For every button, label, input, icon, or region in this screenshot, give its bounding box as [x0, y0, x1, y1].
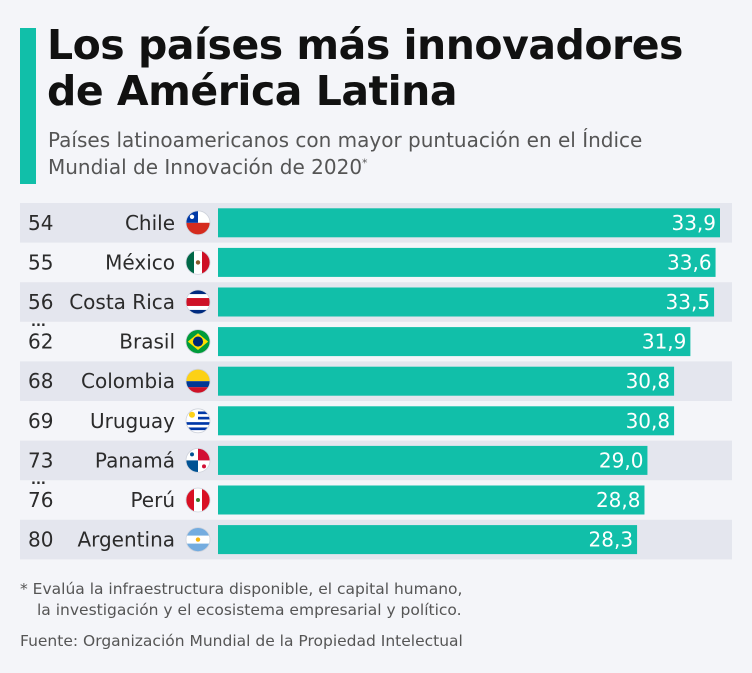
country-label: Argentina: [77, 528, 175, 552]
country-label: Colombia: [81, 369, 175, 393]
chart-subtitle: Países latinoamericanos con mayor puntua…: [48, 127, 708, 181]
argentina-flag-icon: [186, 527, 210, 552]
country-label: México: [105, 250, 175, 274]
rank-label: 73: [28, 448, 53, 472]
mexico-flag-icon: [186, 250, 210, 275]
rank-label: 68: [28, 369, 53, 393]
bar-value-label: 29,0: [599, 448, 644, 472]
bar-value-label: 33,9: [671, 211, 716, 235]
footnote-line-2: la investigación y el ecosistema empresa…: [37, 601, 462, 619]
country-label: Uruguay: [90, 409, 175, 433]
bar: [218, 247, 716, 277]
country-label: Panamá: [95, 448, 175, 472]
flag-outline: [185, 408, 211, 434]
peru-flag-icon: [186, 488, 210, 512]
rank-label: 69: [28, 409, 53, 433]
bar-value-label: 28,8: [596, 488, 641, 512]
rank-label: 54: [28, 211, 53, 235]
bar: [218, 525, 638, 555]
costa-rica-flag-icon: [186, 290, 210, 314]
bar-value-label: 30,8: [626, 369, 671, 393]
country-label: Chile: [125, 211, 175, 235]
chart-title: Los países más innovadores de América La…: [47, 21, 683, 115]
rank-label: 55: [28, 250, 53, 274]
bar: [218, 208, 720, 238]
bar-value-label: 28,3: [589, 528, 634, 552]
flag-outline: [185, 447, 211, 473]
bar-value-label: 33,5: [666, 290, 711, 314]
uruguay-flag-icon: [186, 408, 210, 433]
flag-outline: [185, 210, 211, 236]
bar: [218, 485, 645, 515]
bar: [218, 327, 691, 357]
bar: [218, 287, 715, 317]
accent-bar: [20, 28, 36, 184]
footnote-line-1: * Evalúa la infraestructura disponible, …: [20, 580, 463, 598]
footnote: * Evalúa la infraestructura disponible, …: [20, 579, 720, 621]
subtitle-text: Países latinoamericanos con mayor puntua…: [48, 128, 643, 179]
flag-outline: [185, 289, 211, 315]
source-note: Fuente: Organización Mundial de la Propi…: [20, 632, 463, 650]
flag-outline: [185, 527, 211, 553]
bar-value-label: 30,8: [626, 409, 671, 433]
rank-label: 80: [28, 528, 53, 552]
flag-outline: [185, 250, 211, 275]
panama-flag-icon: [186, 448, 210, 473]
brazil-flag-icon: [186, 329, 210, 354]
country-label: Costa Rica: [69, 290, 175, 314]
flag-outline: [185, 487, 211, 513]
subtitle-footnote-mark: *: [362, 156, 368, 170]
bar-chart: 54 Chile 33,9 55 México 33,6 56... Costa Rica 33…: [20, 203, 732, 560]
bar: [218, 445, 648, 475]
colombia-flag-icon: [186, 369, 210, 394]
rank-label: 62: [28, 330, 53, 354]
rank-label: 56: [28, 290, 53, 314]
flag-outline: [185, 368, 211, 394]
country-label: Brasil: [119, 330, 175, 354]
rank-gap-marker: ...: [31, 315, 46, 330]
rank-label: 76: [28, 488, 53, 512]
rank-gap-marker: ...: [31, 473, 46, 488]
bar-value-label: 31,9: [642, 330, 687, 354]
country-label: Perú: [130, 488, 175, 512]
flag-outline: [185, 329, 211, 355]
bar-value-label: 33,6: [667, 250, 712, 274]
bar: [218, 406, 675, 436]
bar: [218, 366, 675, 396]
